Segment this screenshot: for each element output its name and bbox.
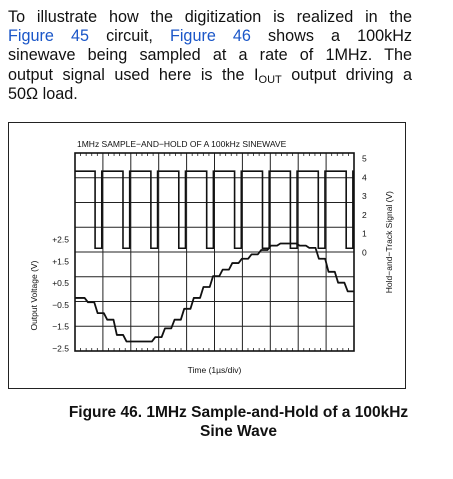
y2-tick-label: 2 <box>362 210 367 220</box>
hold-track-signal <box>75 170 354 250</box>
output-voltage-series <box>75 242 354 343</box>
para-line-4-start: output signal used here is the I <box>8 65 259 84</box>
chart-title: 1MHz SAMPLE−AND−HOLD OF A 100kHz SINEWAV… <box>77 139 287 149</box>
figure-frame: +2.5 +1.5 +0.5 −0.5 −1.5 −2.5 5 4 3 2 1 0 1MHz SAMPL… <box>8 122 406 389</box>
y2-tick-label: 1 <box>362 229 367 239</box>
y-tick-label: +1.5 <box>52 256 69 266</box>
y2-tick-label: 4 <box>362 172 367 182</box>
x-axis-label: Time (1µs/div) <box>188 365 242 375</box>
caption-line-2: Sine Wave <box>200 423 277 440</box>
figure-45-link[interactable]: Figure 45 <box>8 27 89 46</box>
y-tick-label: −2.5 <box>52 344 69 354</box>
sample-hold-chart: +2.5 +1.5 +0.5 −0.5 −1.5 −2.5 5 4 3 2 1 0 1MHz SAMPL… <box>29 139 394 375</box>
para-line-2: Figure 45 circuit, Figure 46 shows a 100… <box>8 27 412 46</box>
y-tick-label: −0.5 <box>52 300 69 310</box>
plot-border <box>74 152 355 352</box>
body-paragraph: To illustrate how the digitization is re… <box>8 8 412 104</box>
y-tick-label: +2.5 <box>52 235 69 245</box>
y2-tick-label: 5 <box>362 154 367 164</box>
y-tick-label: −1.5 <box>52 322 69 332</box>
y-axis-label: Output Voltage (V) <box>29 260 39 330</box>
para-line-4: output signal used here is the IOUT outp… <box>8 65 412 86</box>
para-line-3: sinewave being sampled at a rate of 1MHz… <box>8 46 412 65</box>
y2-tick-label: 0 <box>362 248 367 258</box>
para-line-1: To illustrate how the digitization is re… <box>8 8 412 26</box>
para-line-2-end: shows a 100kHz <box>250 27 412 46</box>
figure-46-link[interactable]: Figure 46 <box>169 27 251 46</box>
para-line-2-mid: circuit, <box>88 27 170 46</box>
y-tick-label: +0.5 <box>52 278 69 288</box>
caption-line-1: Figure 46. 1MHz Sample-and-Hold of a 100… <box>68 404 409 421</box>
para-line-5: 50Ω load. <box>8 84 78 103</box>
y2-axis-label: Hold−and−Track Signal (V) <box>384 191 394 293</box>
figure-caption: Figure 46. 1MHz Sample-and-Hold of a 100… <box>0 403 453 441</box>
para-line-4-end: output driving a <box>281 65 412 84</box>
y2-tick-label: 3 <box>362 191 367 201</box>
iout-subscript: OUT <box>258 73 282 86</box>
